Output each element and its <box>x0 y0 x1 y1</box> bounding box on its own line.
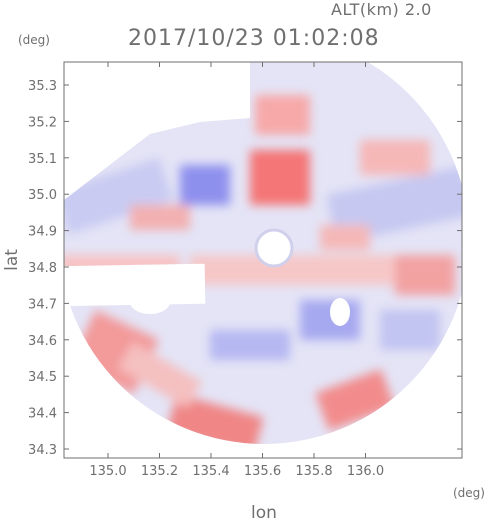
y-tick-label: 35.3 <box>28 79 57 94</box>
x-tick-label: 135.6 <box>244 464 281 479</box>
y-tick-label: 34.9 <box>28 225 57 240</box>
radar-center <box>256 230 292 266</box>
y-tick-label: 34.6 <box>28 334 57 349</box>
y-tick-label: 34.8 <box>28 261 57 276</box>
x-tick-label: 135.8 <box>295 464 332 479</box>
radar-field <box>64 62 462 444</box>
no-echo-band <box>64 263 206 307</box>
x-tick-label: 135.4 <box>192 464 229 479</box>
x-axis: 135.0 135.2 135.4 135.6 135.8 136.0 <box>89 62 384 479</box>
y-unit-label: (deg) <box>18 33 50 47</box>
y-tick-label: 35.0 <box>28 188 57 203</box>
radar-echo-patches <box>64 95 462 444</box>
x-tick-label: 135.0 <box>89 464 126 479</box>
y-tick-label: 34.5 <box>28 370 57 385</box>
x-tick-label: 135.2 <box>141 464 178 479</box>
y-tick-label: 35.1 <box>28 152 57 167</box>
x-axis-label: lon <box>251 503 277 523</box>
y-tick-label: 34.4 <box>28 407 57 422</box>
x-tick-label: 136.0 <box>347 464 384 479</box>
y-axis: 35.3 35.2 35.1 35.0 34.9 34.8 34.7 34.6 34.5 34.4… <box>28 79 462 458</box>
no-echo-sector-nw <box>64 62 250 200</box>
y-tick-label: 34.3 <box>28 443 57 458</box>
x-unit-label: (deg) <box>453 486 485 500</box>
altitude-label: ALT(km) 2.0 <box>331 0 432 19</box>
y-tick-label: 35.2 <box>28 115 57 130</box>
y-tick-label: 34.7 <box>28 297 57 312</box>
timestamp-title: 2017/10/23 01:02:08 <box>128 26 380 51</box>
